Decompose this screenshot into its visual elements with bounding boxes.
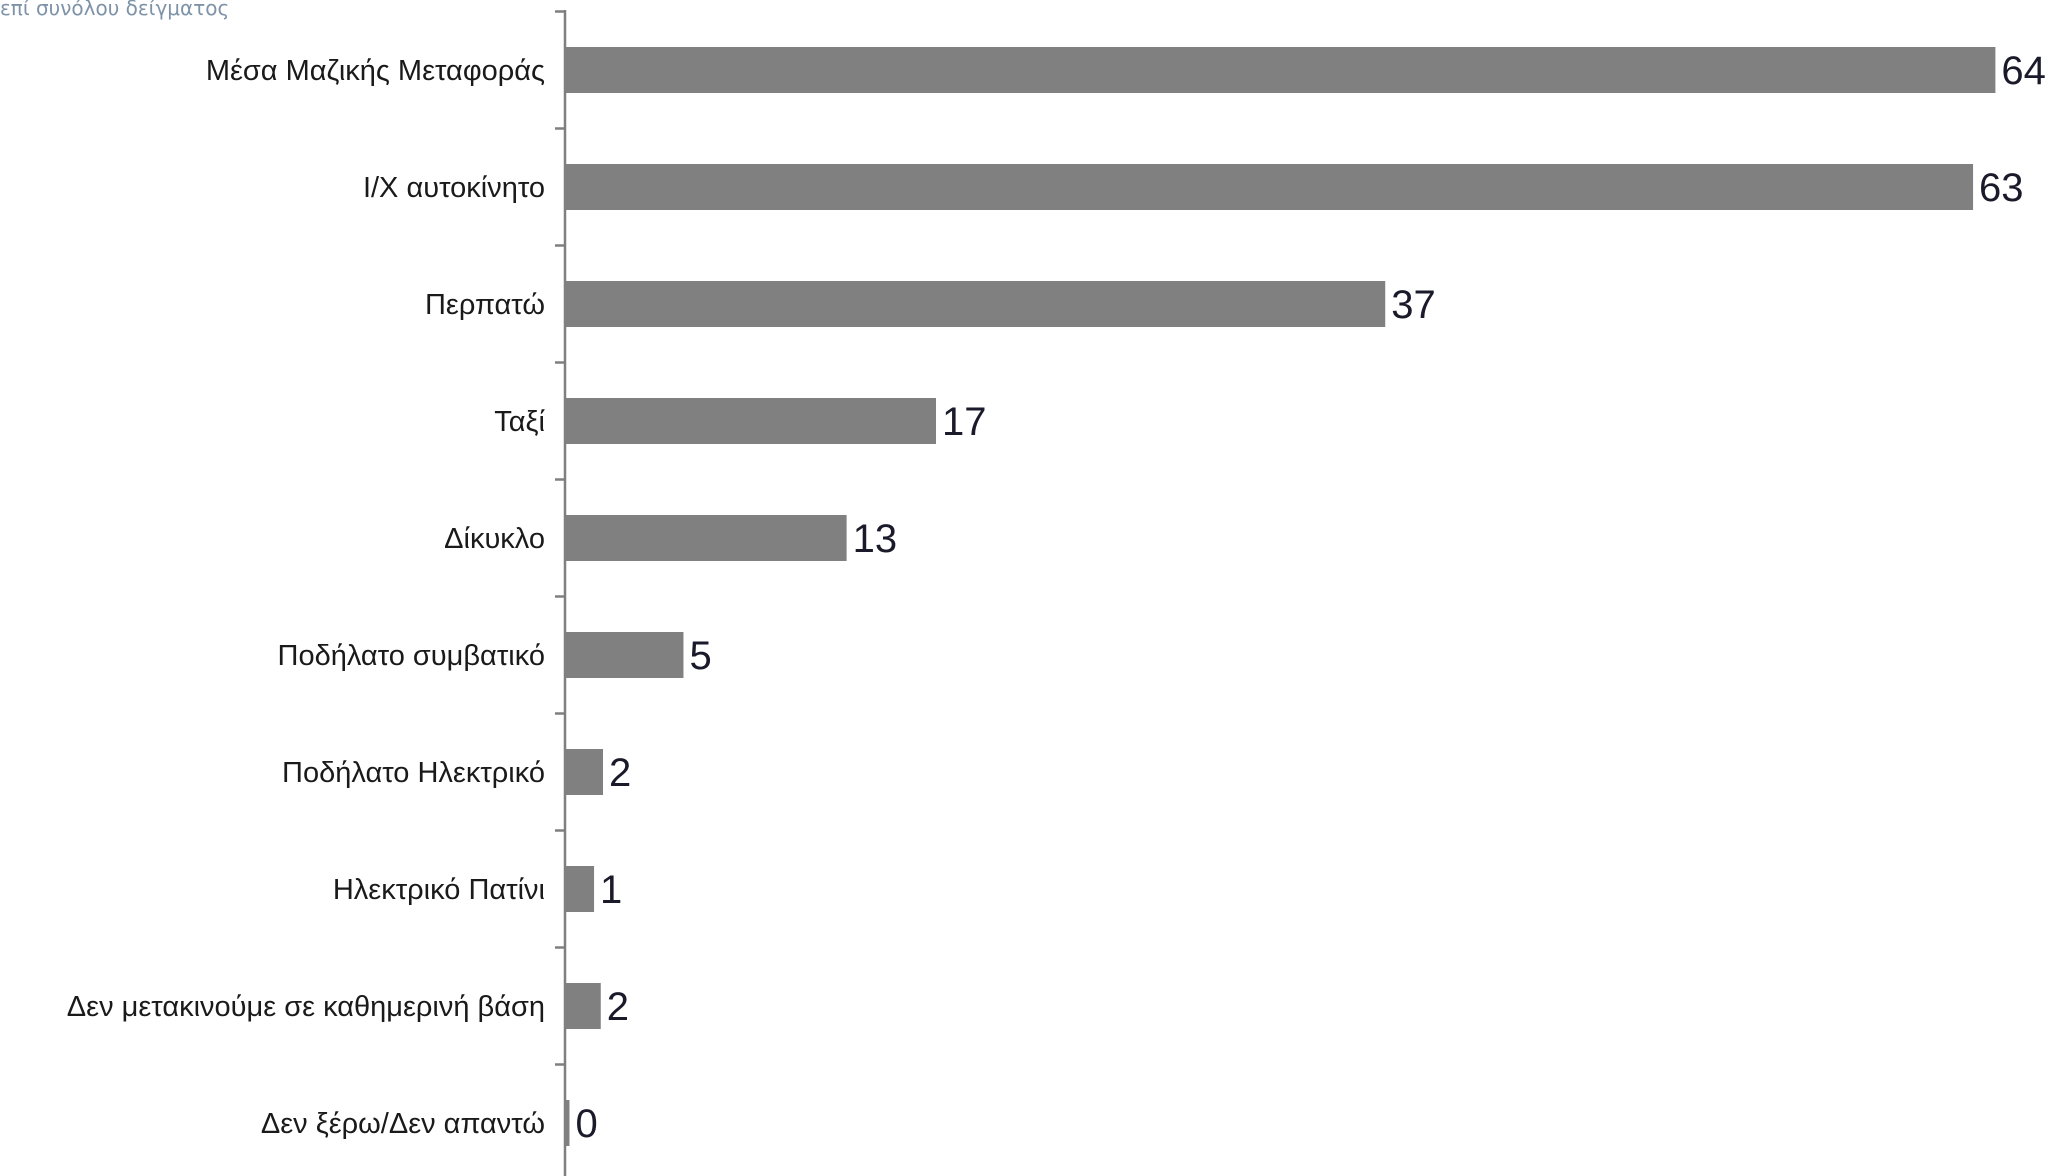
bar (565, 983, 601, 1029)
bar (565, 515, 847, 561)
category-label: Περπατώ (425, 289, 545, 321)
bar (565, 749, 603, 795)
value-label: 0 (575, 1102, 597, 1146)
value-label: 63 (1979, 166, 2024, 210)
value-label: 2 (607, 985, 629, 1029)
bar (565, 1100, 570, 1146)
value-label: 13 (853, 517, 898, 561)
category-labels: Μέσα Μαζικής Μεταφοράς Ι/Χ αυτοκίνητο Περπ… (67, 55, 546, 1140)
value-label: 37 (1391, 283, 1436, 327)
value-label: 17 (942, 400, 987, 444)
value-label: 64 (2001, 49, 2046, 93)
category-label: Μέσα Μαζικής Μεταφοράς (206, 55, 545, 87)
category-label: Ταξί (494, 406, 545, 438)
bar (565, 632, 684, 678)
category-label: Δεν μετακινούμε σε καθημερινή βάση (67, 991, 545, 1023)
value-label: 2 (609, 751, 631, 795)
category-label: Ποδήλατο Ηλεκτρικό (282, 757, 545, 789)
bar (565, 164, 1974, 210)
bar (565, 47, 1996, 93)
category-label: Δεν ξέρω/Δεν απαντώ (261, 1108, 545, 1140)
category-label: Ηλεκτρικό Πατίνι (333, 874, 545, 906)
category-label: Ποδήλατο συμβατικό (278, 640, 546, 672)
bar (565, 866, 595, 912)
bar (565, 398, 937, 444)
bar (565, 281, 1386, 327)
category-label: Δίκυκλο (444, 523, 545, 555)
value-labels: 64 63 37 17 13 5 2 1 2 0 (575, 49, 2045, 1146)
value-label: 1 (600, 868, 622, 912)
chart-subtitle: επί συνόλου δείγματος (0, 0, 230, 20)
category-label: Ι/Χ αυτοκίνητο (363, 172, 545, 204)
y-axis (555, 10, 567, 1176)
bars (565, 47, 1996, 1146)
value-label: 5 (689, 634, 711, 678)
